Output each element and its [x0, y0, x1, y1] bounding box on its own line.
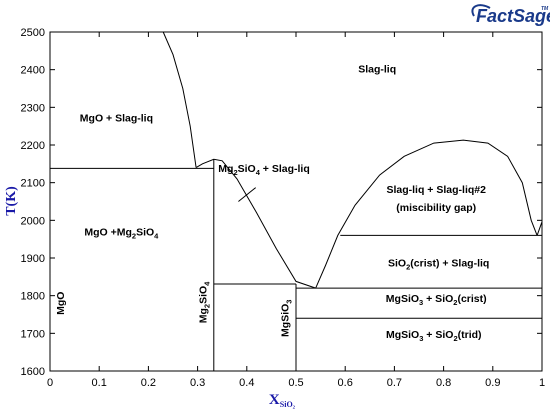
x-axis-ticks: 0 0.1 0.2 0.3 0.4 0.5 0.6 0.7 0.8 0.9 1 — [47, 32, 545, 389]
x-tick-label: 0 — [47, 377, 53, 389]
label-part: MgO — [55, 292, 67, 315]
label-part: 3 — [419, 334, 423, 343]
region-label-sio2crist-slag: SiO2(crist) + Slag-liq — [388, 257, 489, 271]
y-tick-label: 2100 — [21, 178, 45, 190]
x-tick-label: 0.4 — [239, 377, 254, 389]
x-tick-label: 0.1 — [92, 377, 107, 389]
x-tick-label: 1 — [539, 377, 545, 389]
y-tick-label: 2300 — [21, 102, 45, 114]
x-axis-label-main: X — [269, 392, 280, 408]
label-part: (crist) — [457, 293, 486, 305]
label-part: + SiO — [423, 293, 453, 305]
label-part: 4 — [154, 231, 159, 240]
y-tick-label: 1900 — [21, 253, 45, 265]
boundary-mg2sio4-liquidus — [195, 158, 316, 289]
label-part: MgSiO — [280, 304, 292, 337]
label-part: SiO — [197, 286, 209, 304]
label-part: MgSiO — [386, 329, 419, 341]
region-label-mgo-slag: MgO + Slag-liq — [80, 113, 153, 125]
label-part: MgSiO — [386, 293, 419, 305]
y-tick-label: 2000 — [21, 215, 45, 227]
region-label-mg2sio4-compound: Mg2SiO4 — [197, 281, 211, 323]
label-part: 3 — [419, 298, 423, 307]
region-label-mgo-mg2sio4: MgO +Mg2SiO4 — [84, 226, 159, 240]
y-tick-label: 2500 — [21, 27, 45, 39]
label-part: 2 — [233, 168, 237, 177]
y-tick-label: 1700 — [21, 328, 45, 340]
region-label-mgsio3-crist: MgSiO3 + SiO2(crist) — [386, 293, 487, 307]
x-tick-label: 0.7 — [387, 377, 402, 389]
y-tick-label: 2400 — [21, 65, 45, 77]
label-part: (crist) + Slag-liq — [410, 257, 489, 269]
factsage-logo: FactSage TM — [471, 4, 550, 26]
label-part: SiO — [136, 226, 154, 238]
boundary-pointer — [238, 187, 257, 202]
y-axis-title: T(K) — [4, 186, 19, 216]
region-label-mgsio3-compound: MgSiO3 — [280, 300, 294, 337]
y-tick-label: 1600 — [21, 366, 45, 378]
y-tick-label: 1800 — [21, 291, 45, 303]
logo-text: FactSage — [476, 6, 550, 26]
label-part: Mg — [218, 163, 233, 175]
label-part: 2 — [453, 334, 457, 343]
label-part: 2 — [406, 262, 410, 271]
region-label-mg2sio4-slag: Mg2SiO4 + Slag-liq — [218, 163, 310, 177]
x-tick-label: 0.6 — [338, 377, 353, 389]
region-label-mgo-compound: MgO — [55, 292, 67, 315]
x-axis-title: XSiO₂ — [269, 392, 296, 409]
x-tick-label: 0.3 — [190, 377, 205, 389]
region-label-slag-liq: Slag-liq — [358, 64, 396, 76]
boundary-mgo-liquidus — [162, 31, 197, 168]
label-part: 2 — [132, 231, 136, 240]
label-part: 3 — [285, 300, 294, 304]
label-part: + Slag-liq — [260, 163, 310, 175]
x-tick-label: 0.5 — [288, 377, 303, 389]
y-axis-ticks: 1600 1700 1800 1900 2000 2100 2200 2300 2400 2500 — [21, 27, 542, 378]
phase-boundaries — [50, 31, 543, 371]
label-part: 2 — [202, 304, 211, 308]
y-axis-label: T(K) — [4, 186, 19, 216]
x-tick-label: 0.9 — [485, 377, 500, 389]
label-part: 2 — [453, 298, 457, 307]
label-part: MgO +Mg — [84, 226, 132, 238]
x-axis-label-sub: SiO₂ — [280, 400, 296, 409]
label-part: Slag-liq + Slag-liq#2 — [386, 184, 486, 196]
label-part: Slag-liq — [358, 64, 396, 76]
label-part: SiO — [238, 163, 256, 175]
boundary-sio2-liquidus — [536, 221, 543, 236]
label-part: + SiO — [423, 329, 453, 341]
label-part: (miscibility gap) — [396, 202, 476, 214]
region-label-misc-gap: (miscibility gap) — [396, 202, 476, 214]
region-label-slag-slag2: Slag-liq + Slag-liq#2 — [386, 184, 486, 196]
label-part: 4 — [202, 281, 211, 286]
label-part: SiO — [388, 257, 406, 269]
label-part: MgO + Slag-liq — [80, 113, 153, 125]
logo-tm: TM — [541, 6, 549, 12]
x-tick-label: 0.2 — [141, 377, 156, 389]
logo-swoosh-icon — [471, 4, 491, 17]
x-tick-label: 0.8 — [436, 377, 451, 389]
boundary-miscibility-gap — [315, 139, 538, 289]
label-part: 4 — [256, 168, 261, 177]
region-label-mgsio3-trid: MgSiO3 + SiO2(trid) — [386, 329, 482, 343]
label-part: Mg — [197, 308, 209, 323]
label-part: (trid) — [458, 329, 482, 341]
y-tick-label: 2200 — [21, 140, 45, 152]
